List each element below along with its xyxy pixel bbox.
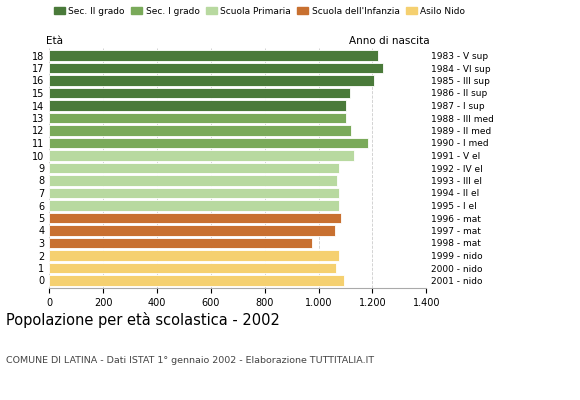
Bar (49, 113, 346, 123)
Bar (49, 200, 339, 211)
Bar (49, 250, 339, 261)
Bar (49, 150, 354, 161)
Text: COMUNE DI LATINA - Dati ISTAT 1° gennaio 2002 - Elaborazione TUTTITALIA.IT: COMUNE DI LATINA - Dati ISTAT 1° gennaio… (6, 356, 374, 365)
Bar (49, 188, 339, 198)
Bar (49, 238, 312, 248)
Bar (49, 213, 342, 223)
Bar (49, 50, 378, 61)
Bar (49, 275, 344, 286)
Bar (49, 88, 350, 98)
Bar (49, 63, 383, 73)
Text: Popolazione per età scolastica - 2002: Popolazione per età scolastica - 2002 (6, 312, 280, 328)
Bar (49, 175, 338, 186)
Bar (49, 225, 335, 236)
Bar (49, 100, 346, 111)
Bar (49, 163, 339, 173)
Bar (49, 263, 336, 273)
Bar (49, 138, 368, 148)
Text: Età: Età (45, 36, 63, 46)
Bar (49, 75, 374, 86)
Bar (49, 125, 351, 136)
Legend: Sec. II grado, Sec. I grado, Scuola Primaria, Scuola dell'Infanzia, Asilo Nido: Sec. II grado, Sec. I grado, Scuola Prim… (54, 6, 465, 16)
Text: Anno di nascita: Anno di nascita (349, 36, 430, 46)
